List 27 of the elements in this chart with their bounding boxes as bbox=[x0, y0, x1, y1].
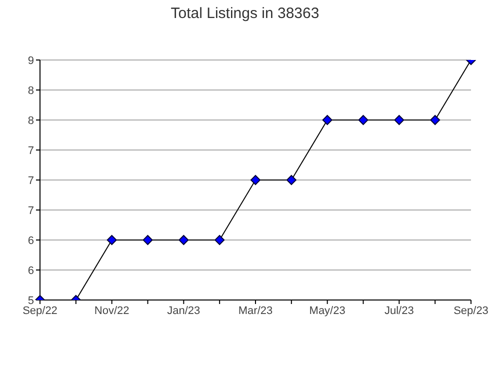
x-tick-label: Sep/23 bbox=[454, 304, 488, 317]
point bbox=[142, 235, 153, 245]
x-tick-label: Jan/23 bbox=[167, 304, 200, 317]
x-tick-label: Sep/22 bbox=[22, 304, 58, 317]
point bbox=[286, 175, 296, 185]
point bbox=[322, 115, 332, 125]
y-tick-label: 8 bbox=[28, 84, 34, 97]
x-tick-label: May/23 bbox=[309, 304, 346, 317]
x-tick-label: Mar/23 bbox=[238, 304, 273, 317]
point bbox=[394, 115, 404, 125]
y-tick-label: 6 bbox=[28, 264, 34, 277]
point bbox=[178, 235, 189, 245]
y-tick-label: 7 bbox=[28, 144, 34, 157]
point bbox=[358, 115, 368, 125]
point bbox=[250, 175, 260, 185]
point bbox=[430, 115, 440, 125]
x-tick-label: Jul/23 bbox=[384, 304, 414, 317]
y-tick-label: 9 bbox=[28, 54, 34, 67]
y-tick-label: 8 bbox=[28, 114, 34, 127]
y-tick-label: 6 bbox=[28, 234, 34, 247]
y-tick-label: 7 bbox=[28, 174, 34, 187]
point bbox=[106, 235, 117, 245]
point bbox=[214, 235, 225, 245]
x-tick-label: Nov/22 bbox=[94, 304, 130, 317]
chart-title: Total Listings in 38363 bbox=[170, 5, 320, 22]
y-tick-label: 5 bbox=[28, 294, 34, 307]
y-tick-label: 7 bbox=[28, 204, 34, 217]
